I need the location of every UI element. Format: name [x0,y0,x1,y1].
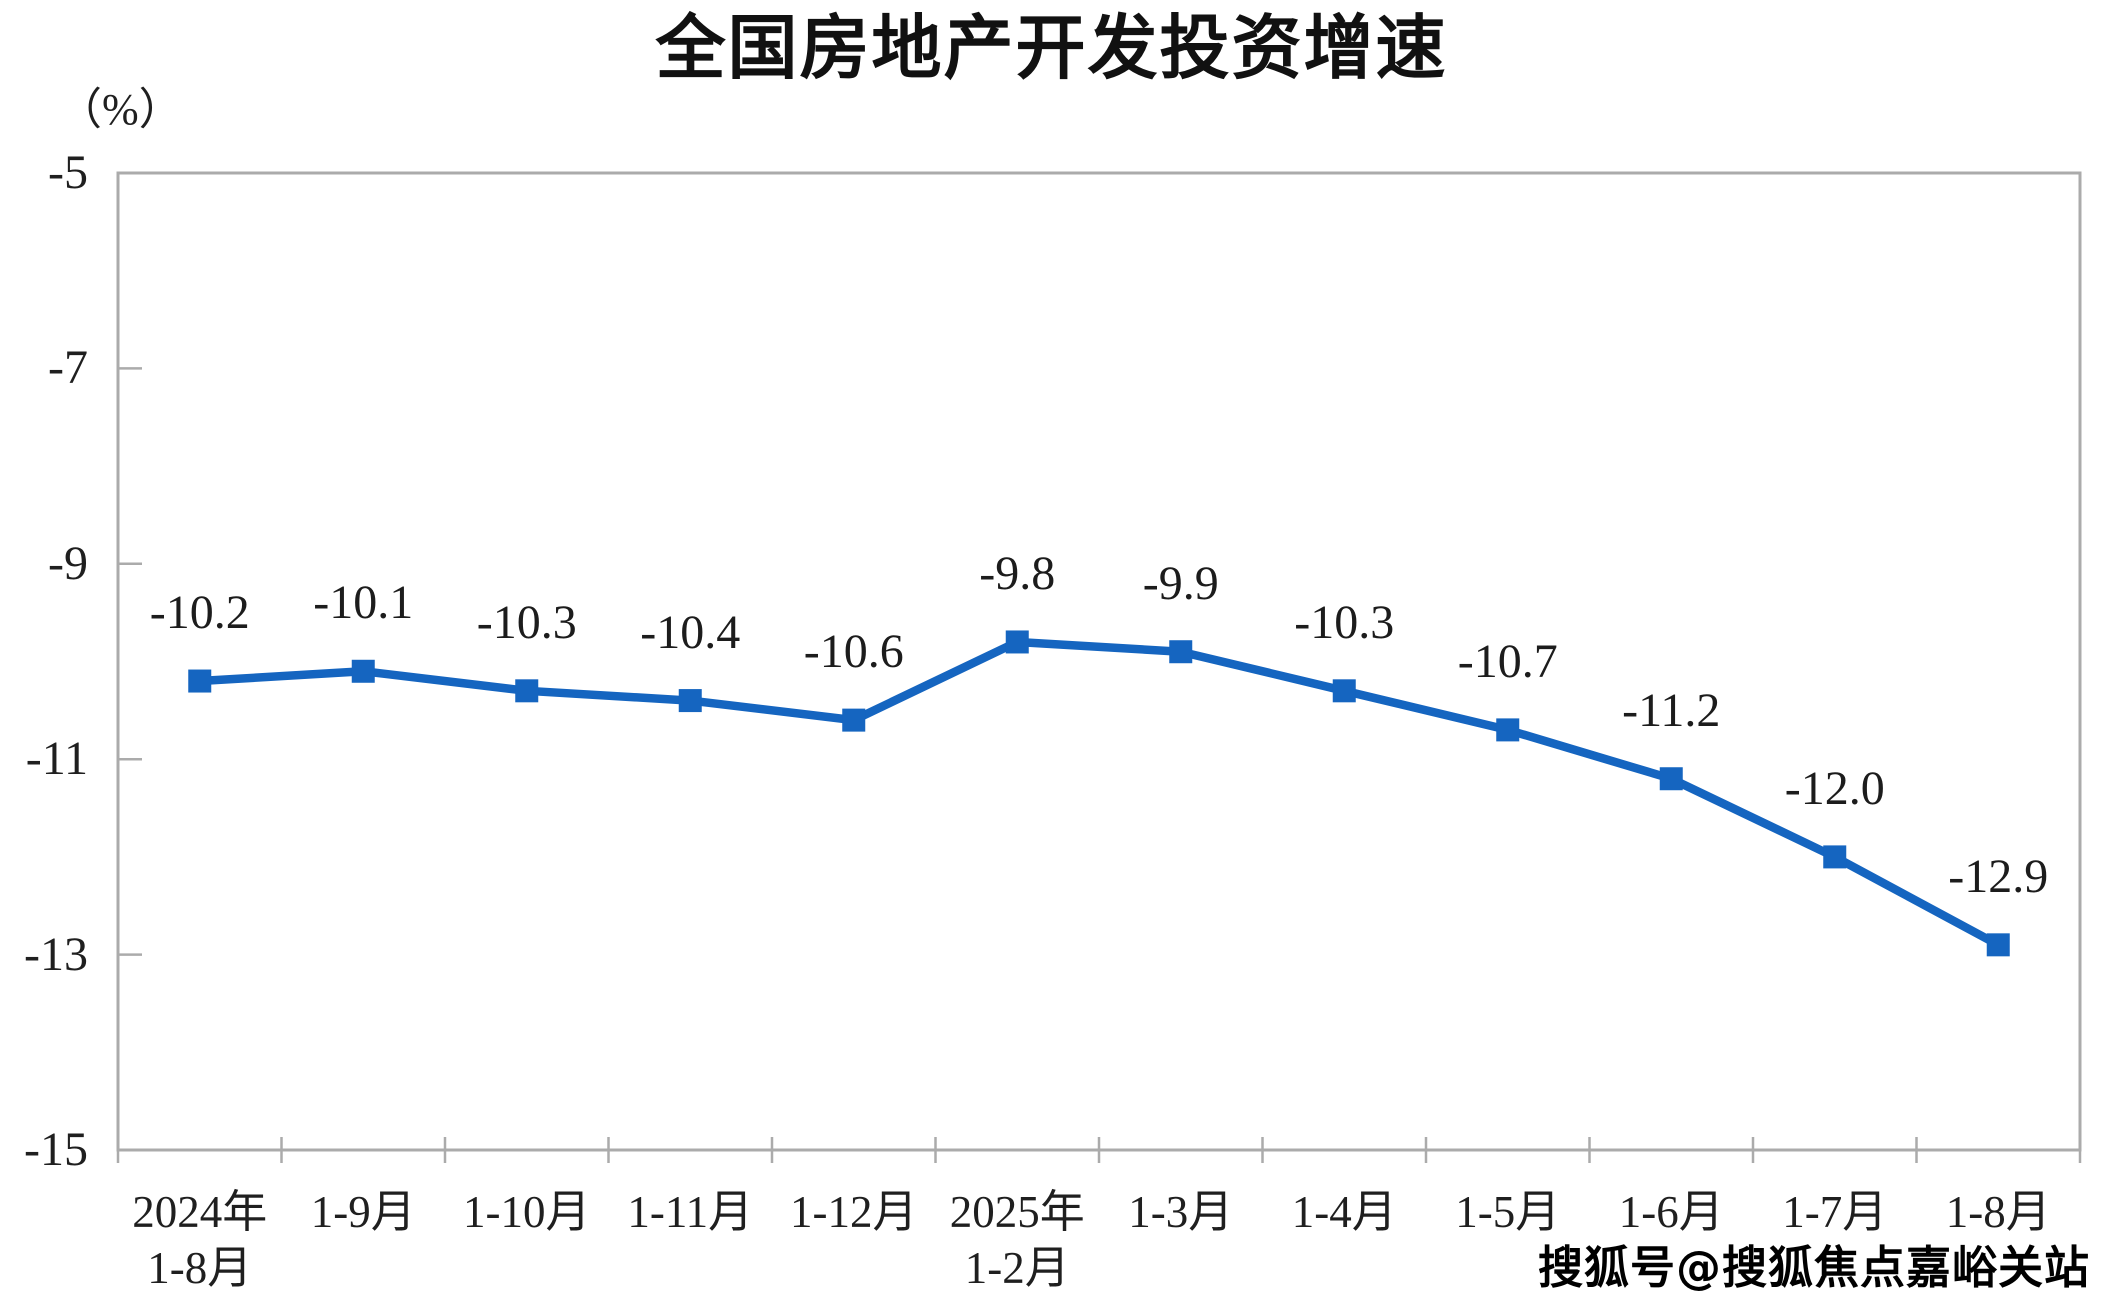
data-point-marker [678,689,702,713]
data-point-label: -10.6 [803,625,904,679]
chart-title: 全国房地产开发投资增速 [655,7,1448,89]
data-point-marker [1823,845,1847,869]
data-point-label: -12.9 [1948,849,2049,903]
y-tick-label: -11 [25,732,88,786]
plot-border [116,171,2082,1152]
data-point-marker [1986,933,2010,957]
data-point-label: -10.4 [640,605,741,659]
data-point-label: -10.3 [1294,595,1395,649]
y-tick-label: -9 [48,536,88,590]
x-axis-label: 2025年 1-2月 [949,1187,1085,1293]
data-point-marker [1332,679,1356,703]
y-tick-label: -7 [48,341,88,395]
data-point-marker [188,669,212,693]
x-axis-label: 1-11月 [627,1187,754,1237]
data-point-marker [1005,630,1029,654]
data-point-marker [515,679,539,703]
x-axis-label: 1-3月 [1128,1187,1234,1237]
chart-line [199,637,2001,949]
data-point-label: -10.3 [476,595,577,649]
y-tick-label: -15 [24,1123,88,1176]
data-point-marker [1496,718,1520,742]
data-point-marker [1169,640,1193,664]
y-tick-label: -5 [48,146,88,199]
data-point-marker [1659,767,1683,791]
y-tick-label: -13 [24,927,88,981]
x-axis-label: 2024年 1-8月 [132,1187,268,1293]
data-point-marker [351,659,375,683]
y-axis-unit-label: （%） [58,85,183,134]
x-axis-label: 1-12月 [790,1187,918,1237]
x-axis-label: 1-9月 [310,1187,416,1237]
watermark: 搜狐号@搜狐焦点嘉峪关站 [1538,1241,2091,1294]
data-point-label: -10.2 [149,586,250,640]
data-point-marker [842,708,866,732]
data-point-label: -10.1 [313,576,414,630]
data-point-label: -10.7 [1457,634,1558,688]
data-point-label: -11.2 [1622,683,1721,737]
x-axis-label: 1-10月 [463,1187,591,1237]
x-axis-label: 1-5月 [1455,1187,1561,1237]
data-point-label: -9.9 [1142,556,1219,610]
x-axis-label: 1-8月 [1945,1187,2051,1237]
x-axis-label: 1-4月 [1291,1187,1397,1237]
x-axis-label: 1-6月 [1618,1187,1724,1237]
data-point-label: -12.0 [1784,761,1885,815]
data-point-label: -9.8 [979,546,1056,600]
x-axis-label: 1-7月 [1782,1187,1888,1237]
